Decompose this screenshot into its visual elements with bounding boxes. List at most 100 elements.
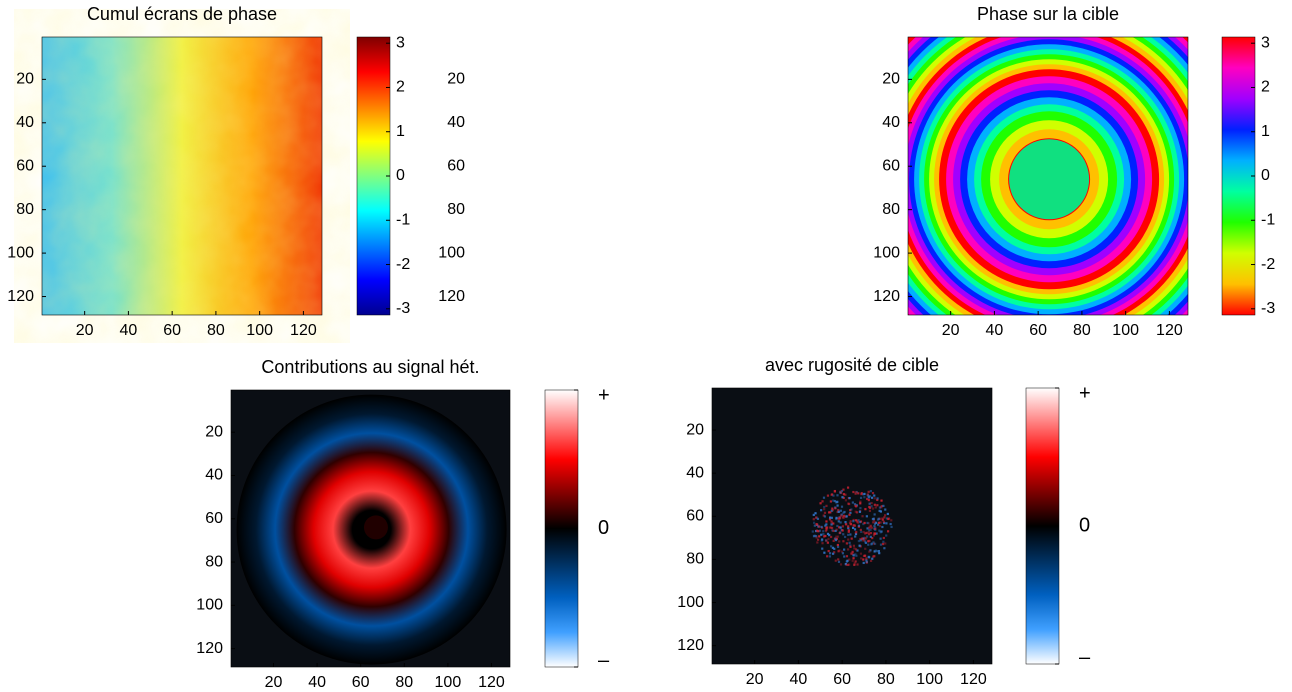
- colorbar-tick-label: 0: [396, 167, 405, 184]
- speckle: [844, 523, 848, 526]
- speckle: [831, 507, 834, 510]
- speckle: [873, 542, 877, 545]
- speckle: [833, 499, 836, 503]
- speckle: [867, 533, 871, 536]
- speckle: [839, 514, 843, 517]
- y-tick-label: 120: [196, 640, 223, 657]
- y-tick-label: 60: [882, 157, 900, 174]
- speckle: [862, 493, 865, 496]
- speckle: [843, 548, 846, 551]
- speckle: [884, 542, 887, 545]
- speckle: [857, 524, 861, 527]
- y-tick-label: 20: [447, 71, 465, 88]
- speckle: [875, 532, 878, 535]
- speckle: [839, 563, 843, 566]
- speckle: [868, 506, 872, 509]
- speckle: [870, 526, 873, 529]
- speckle: [876, 498, 879, 502]
- speckle: [869, 524, 872, 527]
- heatmap-texture: [42, 37, 322, 315]
- speckle: [848, 502, 851, 506]
- speckle: [836, 543, 839, 547]
- speckle: [848, 558, 851, 561]
- colorbar: [1221, 36, 1256, 316]
- speckle: [865, 531, 868, 535]
- speckle: [865, 515, 868, 518]
- speckle: [865, 557, 868, 560]
- colorbar-tick-label: 1: [396, 123, 405, 140]
- speckle: [869, 559, 873, 562]
- speckle: [864, 508, 867, 511]
- speckle: [828, 534, 831, 537]
- colorbar-tick-label: -3: [1261, 300, 1275, 317]
- speckle: [836, 494, 839, 497]
- speckle: [832, 522, 835, 525]
- speckle: [884, 508, 887, 511]
- colorbar-tick-label: 1: [1261, 123, 1270, 140]
- speckle: [845, 563, 848, 566]
- speckle: [859, 500, 862, 503]
- speckle: [871, 521, 875, 524]
- colorbar-tick-label: 2: [396, 79, 405, 96]
- x-tick-label: 80: [395, 674, 413, 691]
- speckle: [847, 529, 850, 532]
- speckle: [864, 537, 868, 540]
- speckle: [874, 506, 877, 509]
- speckle: [857, 492, 860, 495]
- speckle: [849, 544, 852, 547]
- speckle: [879, 521, 882, 524]
- speckle: [825, 539, 828, 542]
- speckle: [869, 528, 872, 531]
- colorbar-tick-label: +: [598, 384, 610, 406]
- speckle: [882, 536, 885, 540]
- speckle: [852, 524, 855, 527]
- speckle: [826, 526, 829, 529]
- speckle: [820, 509, 823, 512]
- speckle: [843, 555, 846, 558]
- speckle: [837, 520, 840, 523]
- speckle: [842, 496, 845, 500]
- x-tick-label: 80: [1073, 322, 1091, 339]
- colorbar-tick-label: 2: [1261, 79, 1270, 96]
- speckle: [869, 549, 872, 552]
- speckle: [828, 511, 831, 514]
- speckle: [855, 530, 858, 534]
- chart-title: avec rugosité de cible: [765, 355, 939, 375]
- speckle: [882, 520, 885, 523]
- speckle: [839, 491, 842, 494]
- speckle: [835, 516, 838, 520]
- speckle: [866, 521, 869, 525]
- speckle: [815, 523, 819, 526]
- speckle: [825, 523, 828, 526]
- speckle: [879, 543, 883, 546]
- speckle: [872, 541, 875, 544]
- speckle: [826, 532, 830, 536]
- speckle: [880, 506, 883, 509]
- colorbar-tick-label: –: [598, 649, 610, 671]
- speckle: [822, 514, 825, 517]
- colorbar-tick-label: -2: [396, 256, 410, 273]
- speckle: [873, 550, 876, 553]
- x-tick-label: 40: [120, 322, 138, 339]
- speckle: [867, 496, 870, 499]
- x-tick-label: 80: [877, 671, 895, 688]
- speckle: [870, 542, 873, 545]
- speckle: [815, 516, 818, 519]
- speckle: [849, 545, 852, 548]
- speckle: [833, 489, 837, 493]
- speckle: [870, 505, 873, 508]
- speckle: [863, 521, 866, 525]
- speckle: [862, 561, 865, 565]
- speckle: [845, 515, 848, 518]
- speckle: [879, 510, 882, 513]
- speckle: [862, 531, 865, 534]
- speckle: [830, 535, 833, 539]
- speckle: [849, 533, 852, 536]
- speckle: [814, 535, 818, 538]
- speckle: [874, 549, 877, 552]
- speckle: [823, 515, 827, 518]
- speckle: [852, 557, 855, 560]
- speckle: [833, 547, 836, 550]
- speckle: [828, 518, 832, 521]
- speckle: [851, 501, 854, 504]
